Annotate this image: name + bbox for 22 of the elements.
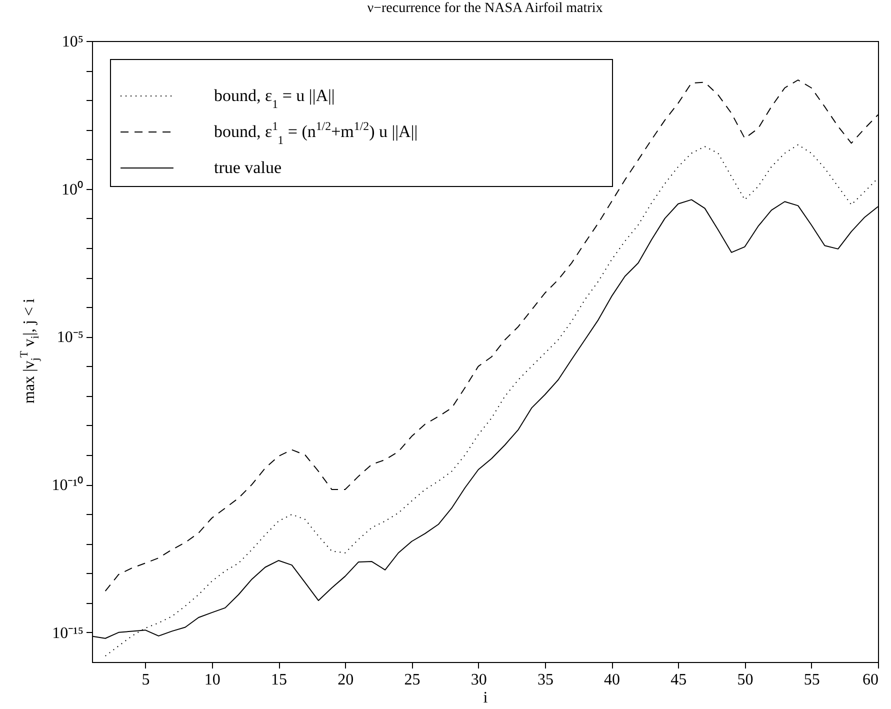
x-tick-label: 45 — [670, 672, 687, 688]
y-tick-label: 10⁻¹⁰ — [52, 476, 84, 494]
x-tick-label: 5 — [142, 672, 150, 688]
legend-label: bound, ε$^{1}$$_{1}$ = (n$^{1/2}$+m$^{1/2}$) u ||A|| — [214, 119, 418, 147]
x-tick-label: 20 — [338, 672, 354, 688]
y-tick-label: 10⁰ — [62, 180, 84, 198]
x-tick-label: 40 — [604, 672, 620, 688]
x-tick-label: 55 — [804, 672, 820, 688]
y-tick-label: 10⁻⁵ — [56, 329, 84, 346]
chart-title: ν−recurrence for the NASA Airfoil matrix — [367, 1, 603, 16]
x-tick-label: 60 — [862, 672, 878, 688]
x-tick-label: 50 — [737, 672, 754, 688]
x-axis-title: i — [483, 690, 488, 706]
x-tick-label: 30 — [470, 672, 487, 688]
x-tick-label: 35 — [537, 672, 554, 688]
y-tick-label: 10⁵ — [62, 34, 84, 50]
x-tick-label: 15 — [271, 672, 288, 688]
legend-label: bound, ε$_{1}$ = u ||A|| — [214, 86, 335, 111]
x-tick-label: 25 — [404, 672, 420, 688]
x-tick-label: 10 — [204, 672, 220, 688]
legend-label: true value — [214, 158, 282, 177]
y-tick-label: 10⁻¹⁵ — [52, 624, 84, 642]
